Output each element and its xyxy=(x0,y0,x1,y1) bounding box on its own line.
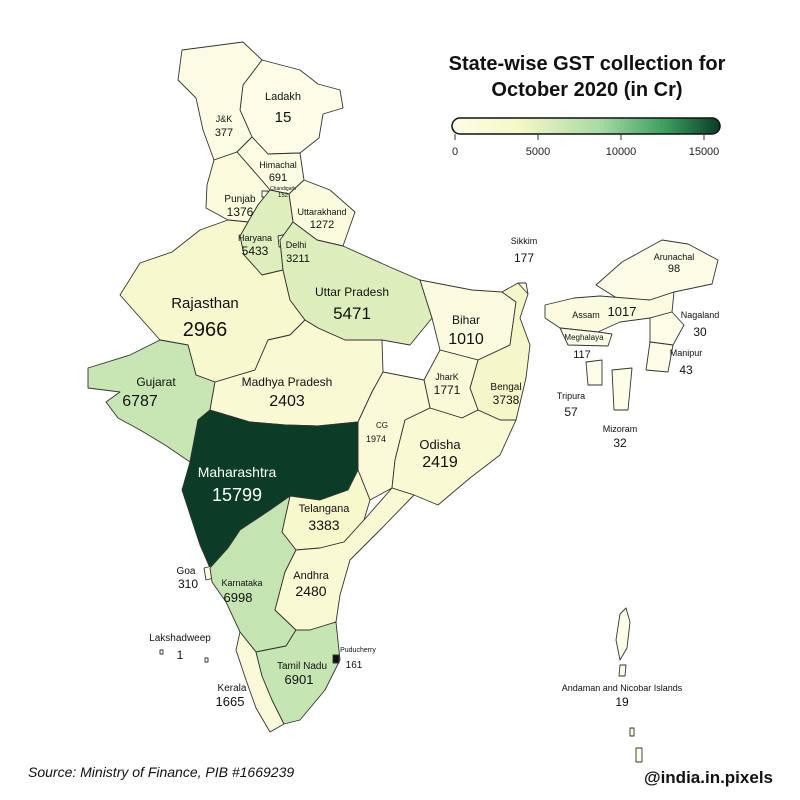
label-name-uttarakhand: Uttarakhand xyxy=(297,207,346,217)
state-tripura[interactable] xyxy=(585,359,603,386)
label-value-chandigarh: 152 xyxy=(278,193,289,199)
label-name-himachal: Himachal xyxy=(259,160,297,170)
label-name-bengal: Bengal xyxy=(490,382,521,393)
label-name-gujarat: Gujarat xyxy=(136,375,176,389)
label-name-rajasthan: Rajasthan xyxy=(171,295,239,312)
legend-colorbar xyxy=(451,117,721,135)
label-name-arunachal: Arunachal xyxy=(654,252,695,262)
author-handle: @india.in.pixels xyxy=(644,768,773,787)
label-name-jk: J&K xyxy=(216,114,233,124)
legend-tick-label: 10000 xyxy=(606,146,637,158)
map-title-line1: State-wise GST collection for xyxy=(449,53,726,75)
state-puducherry[interactable] xyxy=(332,654,340,664)
label-value-bihar: 1010 xyxy=(448,331,484,348)
label-value-sikkim: 177 xyxy=(514,251,534,265)
label-value-mizoram: 32 xyxy=(613,436,627,450)
state-tamilnadu[interactable] xyxy=(255,621,341,725)
map-title-line2: October 2020 (in Cr) xyxy=(491,79,682,101)
label-value-gujarat: 6787 xyxy=(122,393,158,410)
label-name-chandigarh: Chandigarh xyxy=(270,186,296,192)
label-name-manipur: Manipur xyxy=(670,348,703,358)
state-labels: Ladakh 15 J&K 377 Himachal 691 Chandigar… xyxy=(122,91,719,709)
label-value-mp: 2403 xyxy=(269,393,305,410)
label-name-mp: Madhya Pradesh xyxy=(242,375,333,389)
label-value-rajasthan: 2966 xyxy=(183,319,228,341)
label-name-lakshadweep: Lakshadweep xyxy=(149,633,211,644)
state-andaman[interactable] xyxy=(615,607,643,763)
label-name-kerala: Kerala xyxy=(218,683,247,694)
label-name-tamilnadu: Tamil Nadu xyxy=(277,661,327,672)
label-name-haryana: Haryana xyxy=(238,233,272,243)
state-mizoram[interactable] xyxy=(611,367,633,411)
label-name-maharashtra: Maharashtra xyxy=(198,464,277,480)
label-name-nagaland: Nagaland xyxy=(681,310,720,320)
label-value-jharkhand: 1771 xyxy=(434,383,461,397)
state-andhra[interactable] xyxy=(274,487,415,631)
label-value-kerala: 1665 xyxy=(216,694,245,709)
source-note: Source: Ministry of Finance, PIB #166923… xyxy=(28,764,294,780)
label-value-punjab: 1376 xyxy=(227,205,254,219)
label-name-sikkim: Sikkim xyxy=(511,236,538,246)
label-value-goa: 310 xyxy=(178,577,198,591)
label-name-jharkhand: JharK xyxy=(435,372,459,382)
label-name-andaman: Andaman and Nicobar Islands xyxy=(562,683,683,693)
label-value-maharashtra: 15799 xyxy=(212,485,262,505)
label-value-up: 5471 xyxy=(333,304,371,323)
label-value-telangana: 3383 xyxy=(308,517,339,533)
label-value-andaman: 19 xyxy=(615,695,629,709)
label-value-tamilnadu: 6901 xyxy=(285,672,314,687)
label-value-karnataka: 6998 xyxy=(224,590,253,605)
state-nagaland[interactable] xyxy=(649,311,685,346)
label-name-delhi: Delhi xyxy=(286,240,307,250)
label-name-telangana: Telangana xyxy=(299,503,351,515)
label-name-karnataka: Karnataka xyxy=(221,578,262,588)
label-name-meghalaya: Meghalaya xyxy=(564,333,604,342)
label-value-bengal: 3738 xyxy=(493,393,520,407)
label-name-up: Uttar Pradesh xyxy=(315,285,389,299)
label-value-puducherry: 161 xyxy=(346,660,363,671)
label-value-ladakh: 15 xyxy=(275,109,292,126)
label-value-manipur: 43 xyxy=(679,363,693,377)
state-lakshadweep[interactable] xyxy=(159,649,209,663)
label-name-odisha: Odisha xyxy=(419,437,461,452)
legend-tick-label: 0 xyxy=(452,146,458,158)
label-value-tripura: 57 xyxy=(564,405,578,419)
state-odisha[interactable] xyxy=(391,407,517,506)
label-value-haryana: 5433 xyxy=(242,244,269,258)
label-value-odisha: 2419 xyxy=(422,454,458,471)
legend-tick-label: 5000 xyxy=(526,146,550,158)
label-value-uttarakhand: 1272 xyxy=(310,219,334,231)
label-name-cg: CG xyxy=(376,421,388,430)
label-value-lakshadweep: 1 xyxy=(177,648,184,662)
label-name-punjab: Punjab xyxy=(224,194,256,205)
label-value-jk: 377 xyxy=(215,127,233,139)
label-name-ladakh: Ladakh xyxy=(265,91,301,103)
label-name-bihar: Bihar xyxy=(452,313,480,327)
label-value-meghalaya: 117 xyxy=(573,349,591,361)
label-name-andhra: Andhra xyxy=(293,570,329,582)
state-shapes xyxy=(87,41,719,763)
state-manipur[interactable] xyxy=(645,341,674,373)
label-name-goa: Goa xyxy=(177,566,196,577)
label-value-himachal: 691 xyxy=(269,172,287,184)
label-name-assam: Assam xyxy=(572,310,600,320)
legend: 0 5000 10000 15000 xyxy=(451,117,721,158)
label-value-andhra: 2480 xyxy=(295,583,326,599)
label-value-arunachal: 98 xyxy=(668,263,680,275)
label-value-assam: 1017 xyxy=(608,304,637,319)
label-value-delhi: 3211 xyxy=(286,253,310,265)
label-value-cg: 1974 xyxy=(366,434,386,444)
label-value-nagaland: 30 xyxy=(693,325,707,339)
legend-tick-label: 15000 xyxy=(689,146,720,158)
label-name-puducherry: Puducherry xyxy=(340,647,376,654)
label-name-tripura: Tripura xyxy=(557,391,585,401)
state-meghalaya[interactable] xyxy=(559,327,613,347)
label-name-mizoram: Mizoram xyxy=(603,424,638,434)
